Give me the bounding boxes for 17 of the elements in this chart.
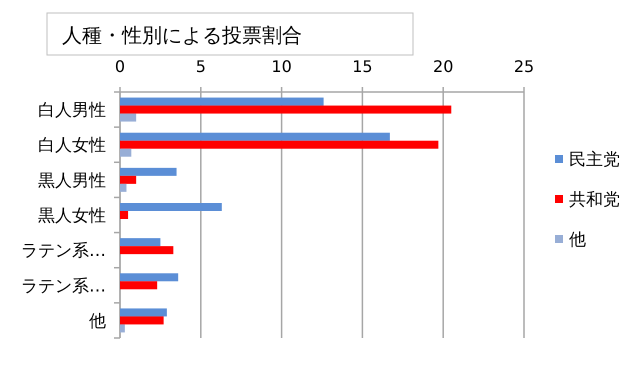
y-tick-label: 白人男性: [38, 100, 106, 121]
y-tick-label: 白人女性: [38, 136, 106, 156]
x-tick-label: 25: [514, 57, 534, 76]
x-tick-label: 5: [196, 57, 206, 76]
x-tick-label: 0: [114, 57, 126, 76]
x-tick-label: 10: [271, 57, 292, 76]
legend-label: 共和党: [569, 190, 620, 210]
y-tick-label: ラテン系…: [21, 241, 106, 262]
x-tick-label: 20: [433, 57, 454, 76]
title: 人種・性別による投票割合: [62, 23, 302, 47]
y-tick-label: ラテン系…: [21, 276, 106, 296]
legend-label: 他: [569, 230, 586, 250]
legend-label: 民主党: [569, 150, 620, 170]
y-tick-label: 黒人女性: [38, 206, 106, 226]
y-tick-label: 他: [89, 311, 106, 332]
x-tick-label: 15: [352, 57, 373, 76]
y-tick-label: 黒人男性: [38, 170, 106, 191]
